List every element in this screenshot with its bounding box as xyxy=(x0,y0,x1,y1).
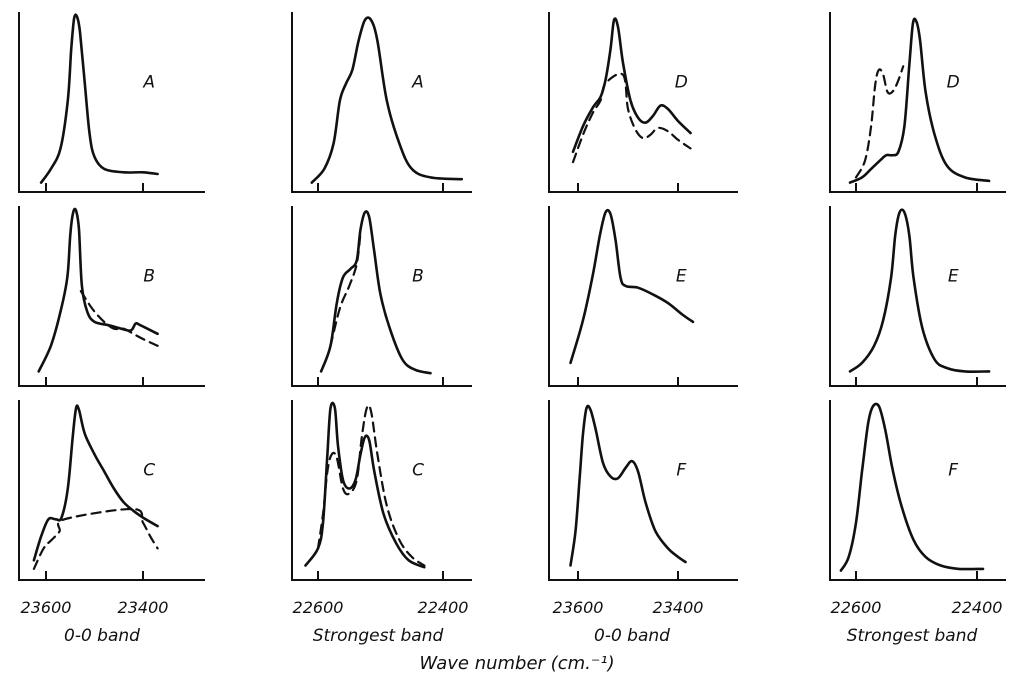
curve-D-col4-dashed xyxy=(854,65,905,179)
panels-layer: A B C A B C D E F D E F xyxy=(18,12,1006,581)
curve-C-col2-solid xyxy=(304,401,426,569)
panel-label-D-col4: D xyxy=(947,73,960,93)
x-axis-label: Wave number (cm.⁻¹) xyxy=(419,653,614,674)
panel-label-D-col3: D xyxy=(675,73,688,93)
curve-B-col2-dashed xyxy=(329,231,362,347)
panel-label-C-col2: C xyxy=(412,461,424,481)
axes-col2-row3 xyxy=(291,400,472,581)
tick-label-col4-right: 22400 xyxy=(952,598,1003,617)
axes-col2-row2 xyxy=(291,206,472,387)
axes-col1-row2 xyxy=(18,206,205,387)
axes-col4-row3 xyxy=(829,400,1006,581)
tick-label-col3-right: 23400 xyxy=(653,598,704,617)
curve-F-col3-solid xyxy=(569,404,687,567)
panel-label-C-col1: C xyxy=(143,461,155,481)
curve-C-col2-dashed xyxy=(316,404,426,567)
tick-label-col4-left: 22600 xyxy=(831,598,882,617)
tick-label-col3-left: 23600 xyxy=(553,598,604,617)
curve-A-col2-solid xyxy=(310,16,464,184)
curve-B-col2-solid xyxy=(319,210,432,375)
axes-col3-row3 xyxy=(548,400,738,581)
curve-D-col4-solid xyxy=(848,17,991,184)
axes-col4-row1 xyxy=(829,12,1006,193)
tick-label-col1-left: 23600 xyxy=(21,598,72,617)
tick-label-col1-right: 23400 xyxy=(118,598,169,617)
curve-F-col4-solid xyxy=(839,402,985,572)
panel-label-A-col2: A xyxy=(411,73,424,93)
axes-col1-row3 xyxy=(18,400,205,581)
curve-A-col1-solid xyxy=(39,13,159,184)
curve-E-col4-solid xyxy=(848,208,991,373)
axes-col3-row1 xyxy=(548,12,738,193)
axes-col2-row1 xyxy=(291,12,472,193)
axes-col1-row1 xyxy=(18,12,205,193)
axes-col4-row2 xyxy=(829,206,1006,387)
panel-label-B-col1: B xyxy=(143,267,155,287)
tick-label-col2-left: 22600 xyxy=(293,598,344,617)
panel-label-E-col3: E xyxy=(676,267,687,287)
tick-label-col2-right: 22400 xyxy=(418,598,469,617)
curve-C-col1-dashed xyxy=(32,507,159,570)
curve-B-col1-solid xyxy=(37,207,159,373)
panel-label-F-col4: F xyxy=(948,461,958,481)
panel-label-F-col3: F xyxy=(676,461,686,481)
curve-D-col3-solid xyxy=(571,17,692,154)
panel-label-E-col4: E xyxy=(948,267,959,287)
curve-C-col1-solid xyxy=(32,404,159,562)
column-label-col1: 0-0 band xyxy=(64,626,140,646)
curve-E-col3-solid xyxy=(569,208,695,365)
panel-label-A-col1: A xyxy=(142,73,155,93)
column-label-col4: Strongest band xyxy=(847,626,978,646)
panel-label-B-col2: B xyxy=(412,267,424,287)
axes-col3-row2 xyxy=(548,206,738,387)
column-label-col2: Strongest band xyxy=(313,626,444,646)
curve-D-col3-dashed xyxy=(571,72,692,164)
column-label-col3: 0-0 band xyxy=(594,626,670,646)
text-layer: 23600 23400 22600 22400 23600 23400 2260… xyxy=(21,598,1003,674)
curve-B-col1-dashed xyxy=(79,290,159,347)
